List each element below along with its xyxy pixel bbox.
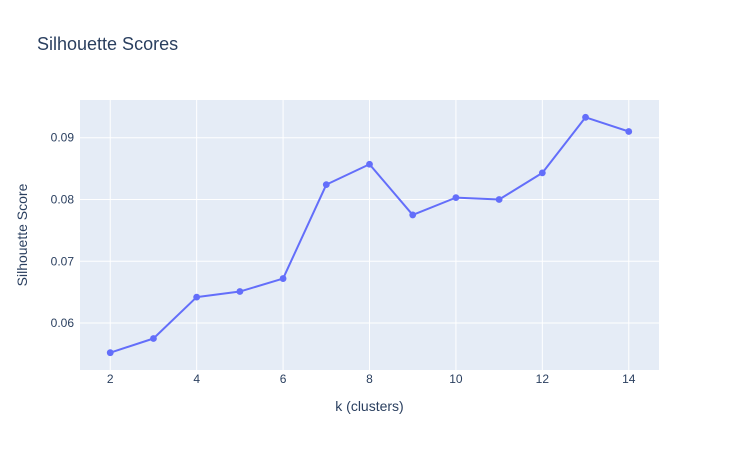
data-point[interactable] [106,349,114,357]
y-tick-labels: 0.06 0.07 0.08 0.09 [51,131,75,330]
data-point[interactable] [538,169,546,177]
data-point[interactable] [279,275,287,282]
x-tick-label: 10 [449,372,463,386]
x-axis-title: k (clusters) [335,398,403,414]
data-point[interactable] [150,335,157,342]
data-point[interactable] [625,128,633,135]
series-points [106,113,633,357]
chart-title: Silhouette Scores [37,34,178,54]
y-gridlines [80,137,659,324]
x-tick-labels: 2 4 6 8 10 12 14 [107,372,636,386]
data-point[interactable] [236,288,244,295]
data-point[interactable] [409,211,417,219]
data-point[interactable] [452,194,460,202]
y-tick-label: 0.07 [51,254,75,268]
data-point[interactable] [495,196,503,203]
y-tick-label: 0.06 [51,316,75,330]
y-tick-label: 0.09 [51,131,75,145]
y-axis-title: Silhouette Score [14,183,30,286]
data-point[interactable] [193,293,201,301]
x-tick-label: 2 [107,372,114,386]
data-point[interactable] [366,160,373,168]
x-tick-label: 12 [536,372,550,386]
x-tick-label: 6 [280,372,287,386]
y-tick-label: 0.08 [51,192,75,206]
x-tick-label: 14 [622,372,636,386]
x-gridlines [109,100,630,370]
x-tick-label: 4 [193,372,200,386]
x-tick-label: 8 [366,372,373,386]
data-point[interactable] [322,181,330,189]
data-point[interactable] [582,113,589,121]
